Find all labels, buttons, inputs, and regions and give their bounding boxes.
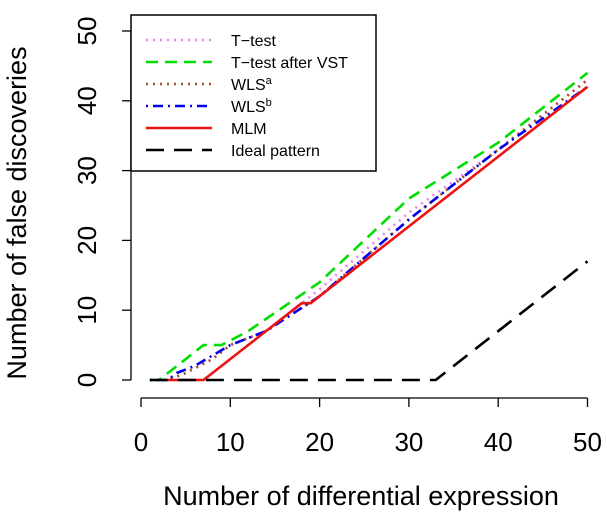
axes: 0 10 20 30 40 50 0 10 20 30 40 50 — [72, 17, 602, 457]
x-tick-label-3: 30 — [394, 427, 423, 457]
y-tick-label-4: 40 — [72, 86, 102, 115]
legend-label-3: WLSb — [231, 97, 272, 116]
series-lines — [149, 71, 589, 382]
x-tick-label-4: 40 — [484, 427, 513, 457]
x-tick-label-0: 0 — [134, 427, 148, 457]
legend-label-sup-3: b — [266, 97, 272, 109]
x-tick-label-1: 10 — [216, 427, 245, 457]
y-tick-label-3: 30 — [72, 156, 102, 185]
legend-label-sup-2: a — [266, 75, 273, 87]
legend-label-2: WLSa — [231, 75, 273, 94]
legend-box — [130, 14, 377, 172]
series-line-3 — [149, 85, 589, 382]
legend-label-5: Ideal pattern — [231, 143, 320, 160]
legend: T−test T−test after VST WLSa WLSb MLM Ideal p… — [130, 14, 377, 172]
x-tick-label-2: 20 — [305, 427, 334, 457]
y-tick-label-5: 50 — [72, 17, 102, 46]
x-tick-label-5: 50 — [573, 427, 602, 457]
legend-label-0: T−test — [231, 33, 276, 50]
x-axis-label: Number of differential expression — [163, 481, 559, 511]
y-tick-label-1: 10 — [72, 296, 102, 325]
legend-label-4: MLM — [231, 121, 267, 138]
legend-label-1: T−test after VST — [231, 55, 348, 72]
y-axis-label: Number of false discoveries — [2, 46, 32, 379]
series-line-1 — [149, 71, 589, 382]
series-line-4 — [167, 85, 589, 382]
y-tick-label-2: 20 — [72, 226, 102, 255]
y-tick-label-0: 0 — [72, 373, 102, 387]
series-line-5 — [149, 260, 589, 382]
